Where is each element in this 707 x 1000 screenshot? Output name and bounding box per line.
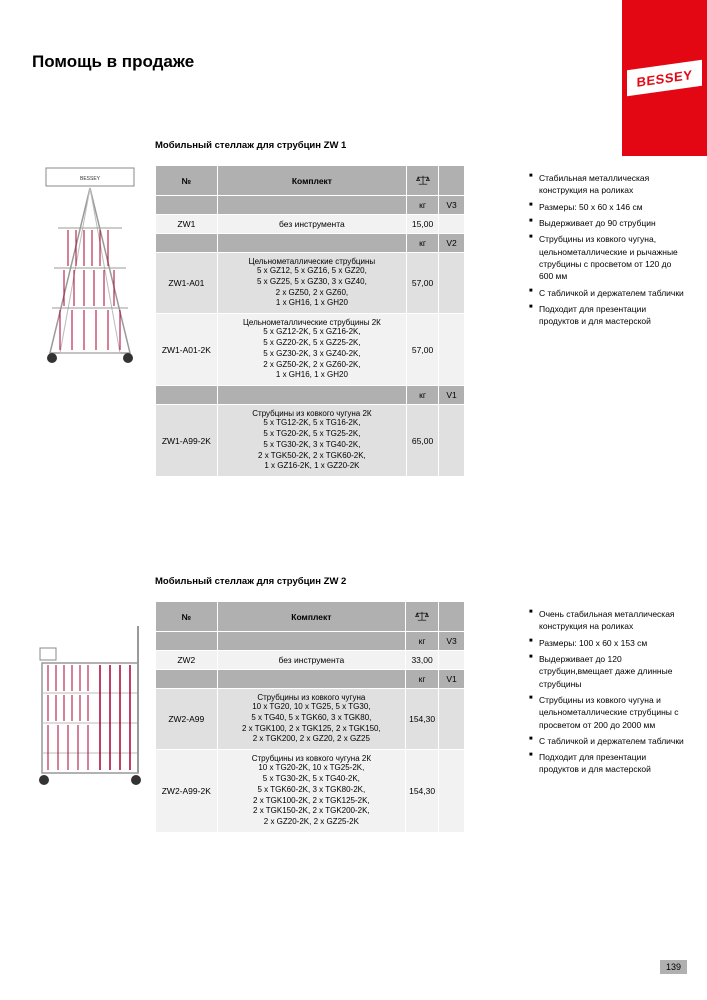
cell-id: ZW1-A99-2K	[156, 405, 218, 477]
cell-id: ZW2-A99	[156, 689, 218, 750]
feature-item: Размеры: 50 x 60 x 146 см	[529, 201, 684, 213]
feature-item: Выдерживает до 120 струбцин,вмещает даже…	[529, 653, 684, 690]
cell-id: ZW2-A99-2K	[156, 750, 218, 833]
cell-kit: Цельнометаллические струбцины 5 x GZ12, …	[217, 253, 406, 314]
sub-kg: кг	[407, 196, 439, 215]
table-row: ZW2 без инструмента 33,00	[156, 651, 465, 670]
col-header-no: №	[156, 166, 218, 196]
cell-kit: Струбцины из ковкого чугуна 2К 5 x TG12-…	[217, 405, 406, 477]
table-row: ZW1 без инструмента 15,00	[156, 215, 465, 234]
cell-id: ZW1-A01	[156, 253, 218, 314]
table-row: ZW1-A99-2K Струбцины из ковкого чугуна 2…	[156, 405, 465, 477]
feature-item: Размеры: 100 x 60 x 153 см	[529, 637, 684, 649]
cell-kit: Струбцины из ковкого чугуна 2К 10 x TG20…	[217, 750, 405, 833]
page: Помощь в продаже BESSEY BESSEY	[0, 0, 707, 1000]
cell-id: ZW1-A01-2K	[156, 314, 218, 386]
col-header-weight-icon	[407, 166, 439, 196]
feature-item: С табличкой и держателем таблички	[529, 287, 684, 299]
feature-item: Струбцины из ковкого чугуна, цельнометал…	[529, 233, 684, 282]
table-zw2: № Комплект кгV3 ZW2 без инструмента 33,0…	[155, 601, 465, 833]
section-zw2: Мобильный стеллаж для струбцин ZW 2 № Ко…	[155, 576, 465, 833]
cell-weight: 154,30	[406, 689, 439, 750]
cell-kit: Струбцины из ковкого чугуна 10 x TG20, 1…	[217, 689, 405, 750]
brand-logo: BESSEY	[622, 0, 707, 156]
feature-item: Подходит для презентации продуктов и для…	[529, 303, 684, 328]
feature-item: Выдерживает до 90 струбцин	[529, 217, 684, 229]
cell-weight: 15,00	[407, 215, 439, 234]
cell-kit: без инструмента	[217, 651, 405, 670]
page-title: Помощь в продаже	[32, 52, 194, 72]
svg-text:BESSEY: BESSEY	[80, 176, 101, 182]
col-header-kit: Комплект	[217, 602, 405, 632]
table-row: ZW2-A99 Струбцины из ковкого чугуна 10 x…	[156, 689, 465, 750]
scale-icon	[415, 610, 429, 622]
feature-item: Очень стабильная металлическая конструкц…	[529, 608, 684, 633]
table-row: ZW2-A99-2K Струбцины из ковкого чугуна 2…	[156, 750, 465, 833]
table-row: ZW1-A01-2K Цельнометаллические струбцины…	[156, 314, 465, 386]
cell-weight: 33,00	[406, 651, 439, 670]
feature-item: Струбцины из ковкого чугуна и цельномета…	[529, 694, 684, 731]
product-image-zw1: BESSEY	[38, 158, 143, 368]
product-image-zw2	[38, 618, 143, 788]
cell-kit: Цельнометаллические струбцины 2К 5 x GZ1…	[217, 314, 406, 386]
brand-logo-text: BESSEY	[627, 60, 702, 97]
feature-item: С табличкой и держателем таблички	[529, 735, 684, 747]
feature-item: Стабильная металлическая конструкция на …	[529, 172, 684, 197]
cell-weight: 57,00	[407, 314, 439, 386]
cell-kit: без инструмента	[217, 215, 406, 234]
cell-id: ZW2	[156, 651, 218, 670]
feature-item: Подходит для презентации продуктов и для…	[529, 751, 684, 776]
col-header-weight-icon	[406, 602, 439, 632]
cell-weight: 154,30	[406, 750, 439, 833]
page-number: 139	[660, 960, 687, 974]
cell-weight: 57,00	[407, 253, 439, 314]
col-header-no: №	[156, 602, 218, 632]
section-title: Мобильный стеллаж для струбцин ZW 2	[155, 576, 465, 587]
section-zw1: Мобильный стеллаж для струбцин ZW 1 № Ко…	[155, 140, 465, 477]
features-zw1: Стабильная металлическая конструкция на …	[529, 172, 684, 331]
sub-v3: V3	[439, 196, 465, 215]
cell-weight: 65,00	[407, 405, 439, 477]
col-header-spare	[439, 166, 465, 196]
cell-id: ZW1	[156, 215, 218, 234]
section-title: Мобильный стеллаж для струбцин ZW 1	[155, 140, 465, 151]
col-header-kit: Комплект	[217, 166, 406, 196]
table-row: ZW1-A01 Цельнометаллические струбцины 5 …	[156, 253, 465, 314]
features-zw2: Очень стабильная металлическая конструкц…	[529, 608, 684, 780]
scale-icon	[416, 174, 430, 186]
table-zw1: № Комплект кгV3 ZW1 без инструмента 15,0…	[155, 165, 465, 477]
